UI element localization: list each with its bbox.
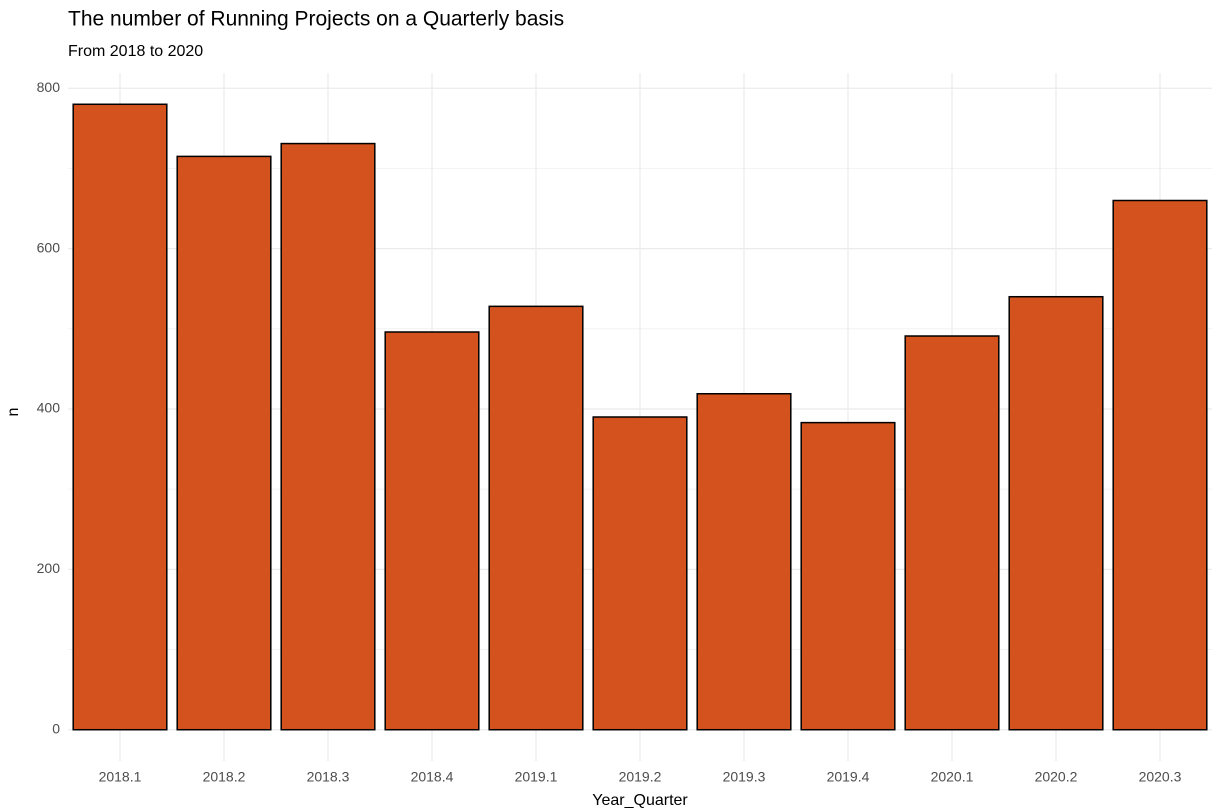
x-tick-label: 2019.4 bbox=[827, 769, 870, 785]
y-tick-label: 400 bbox=[37, 400, 61, 416]
y-tick-label: 600 bbox=[37, 239, 61, 255]
bar bbox=[72, 103, 168, 731]
chart-subtitle: From 2018 to 2020 bbox=[68, 43, 203, 60]
bar bbox=[280, 142, 376, 731]
bar bbox=[488, 305, 584, 731]
x-axis-title: Year_Quarter bbox=[592, 792, 688, 809]
x-tick-label: 2020.1 bbox=[931, 769, 974, 785]
bar bbox=[176, 155, 272, 731]
y-axis-title: n bbox=[5, 408, 22, 417]
bar bbox=[1112, 199, 1208, 731]
x-tick-label: 2019.2 bbox=[619, 769, 662, 785]
bar bbox=[904, 335, 1000, 731]
y-tick-label: 200 bbox=[37, 560, 61, 576]
x-tick-label: 2020.2 bbox=[1035, 769, 1078, 785]
bar bbox=[1008, 295, 1104, 731]
chart-title: The number of Running Projects on a Quar… bbox=[68, 8, 564, 31]
bar bbox=[592, 416, 688, 731]
x-tick-label: 2018.1 bbox=[99, 769, 142, 785]
x-tick-label: 2018.4 bbox=[411, 769, 454, 785]
y-tick-label: 0 bbox=[52, 720, 60, 736]
bar bbox=[696, 392, 792, 731]
bar bbox=[800, 421, 896, 731]
marks bbox=[72, 103, 1208, 731]
y-tick-label: 800 bbox=[37, 79, 61, 95]
x-tick-label: 2018.3 bbox=[307, 769, 350, 785]
x-tick-label: 2020.3 bbox=[1139, 769, 1182, 785]
x-tick-label: 2019.1 bbox=[515, 769, 558, 785]
x-tick-label: 2019.3 bbox=[723, 769, 766, 785]
x-tick-label: 2018.2 bbox=[203, 769, 246, 785]
bar bbox=[384, 331, 480, 731]
